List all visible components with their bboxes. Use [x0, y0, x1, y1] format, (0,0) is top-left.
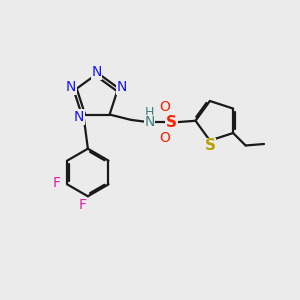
Text: S: S [204, 138, 215, 153]
Text: H: H [145, 106, 154, 119]
Text: N: N [91, 65, 102, 79]
Text: S: S [166, 115, 177, 130]
Text: O: O [160, 131, 171, 145]
Text: N: N [66, 80, 76, 94]
Text: N: N [117, 80, 127, 94]
Text: F: F [53, 176, 61, 190]
Text: N: N [144, 115, 154, 129]
Text: O: O [160, 100, 171, 114]
Text: N: N [74, 110, 84, 124]
Text: F: F [79, 198, 86, 212]
